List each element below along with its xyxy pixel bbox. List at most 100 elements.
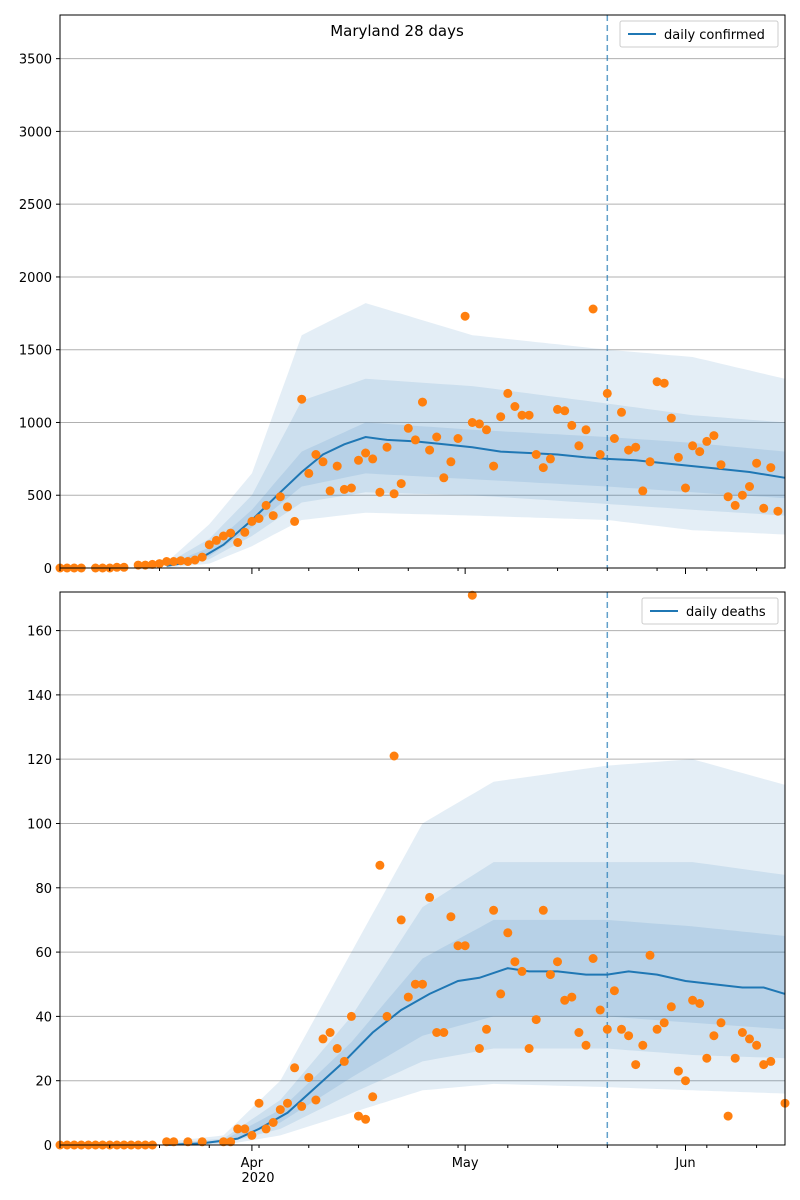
observed-point xyxy=(482,1024,491,1034)
observed-point xyxy=(723,1111,733,1121)
observed-point xyxy=(354,1111,363,1121)
observed-point xyxy=(425,445,435,455)
observed-point xyxy=(311,450,321,459)
confidence-band xyxy=(166,862,786,1145)
observed-point xyxy=(190,555,200,565)
observed-point xyxy=(233,538,243,547)
confirmed-panel: Maryland 28 days 0 500 1000 1500 2000 2500 300… xyxy=(19,14,786,577)
x-tick-label: Apr xyxy=(241,1156,264,1171)
observed-point xyxy=(403,992,413,1002)
observed-point xyxy=(467,590,477,600)
observed-point xyxy=(688,995,698,1005)
observed-point xyxy=(368,454,378,464)
y-tick-label: 100 xyxy=(27,817,52,832)
observed-point xyxy=(197,1137,207,1147)
observed-point xyxy=(240,527,250,537)
observed-point xyxy=(496,989,506,999)
observed-point xyxy=(702,436,712,446)
observed-point xyxy=(226,528,236,538)
legend-box xyxy=(641,597,779,625)
observed-point xyxy=(517,410,527,420)
observed-point xyxy=(169,1137,179,1147)
y-tick-label: 500 xyxy=(27,489,52,504)
observed-point xyxy=(176,556,186,566)
observed-point xyxy=(339,484,349,494)
observed-point xyxy=(595,450,605,459)
observed-point xyxy=(446,457,456,467)
observed-point xyxy=(681,1076,690,1086)
observed-point xyxy=(538,905,548,915)
observed-point xyxy=(503,928,513,938)
observed-point xyxy=(567,992,577,1002)
y-tick-label: 0 xyxy=(44,1139,52,1154)
y-tick-label: 1000 xyxy=(19,416,52,431)
observed-point xyxy=(752,458,762,468)
observed-point xyxy=(297,1101,307,1111)
observed-point xyxy=(410,979,420,989)
observed-point xyxy=(318,1034,328,1044)
plot-frame xyxy=(59,591,786,1146)
observed-point xyxy=(624,445,634,455)
observed-point xyxy=(645,457,655,467)
observed-point xyxy=(688,441,698,451)
observed-point xyxy=(268,1118,278,1127)
observed-point xyxy=(545,970,555,980)
observed-point xyxy=(354,455,363,465)
observed-point xyxy=(553,404,562,414)
observed-point xyxy=(325,1028,335,1037)
observed-point xyxy=(211,535,221,545)
y-tick-label: 2500 xyxy=(19,198,52,213)
observed-point xyxy=(709,431,719,441)
observed-point xyxy=(609,986,619,996)
observed-point xyxy=(652,377,662,387)
observed-point xyxy=(538,463,548,473)
observed-point xyxy=(524,1044,534,1053)
chart-title: Maryland 28 days xyxy=(330,22,464,40)
observed-point xyxy=(332,1044,342,1053)
observed-point xyxy=(396,915,406,925)
y-tick-label: 20 xyxy=(35,1075,52,1090)
observed-point xyxy=(745,1034,754,1044)
observed-point xyxy=(418,397,427,407)
observed-point xyxy=(197,552,207,562)
observed-point xyxy=(702,1053,712,1063)
legend-box xyxy=(619,20,779,48)
y-tick-label: 0 xyxy=(44,562,52,577)
observed-point xyxy=(389,489,399,499)
observed-point xyxy=(759,1060,769,1070)
observed-point xyxy=(375,487,385,497)
deaths-panel: 0 20 40 60 80 100 120 140 160 daily deaths xyxy=(27,590,790,1154)
observed-point xyxy=(261,1124,271,1134)
observed-point xyxy=(567,420,577,430)
observed-point xyxy=(773,506,783,516)
observed-point xyxy=(439,473,449,483)
observed-point xyxy=(382,1011,392,1021)
observed-point xyxy=(524,410,534,420)
observed-point xyxy=(183,557,193,566)
observed-point xyxy=(581,1040,591,1050)
observed-point xyxy=(588,954,598,963)
observed-point xyxy=(489,905,499,915)
observed-point xyxy=(545,454,555,464)
legend-label: daily deaths xyxy=(686,605,766,620)
observed-point xyxy=(609,434,619,443)
observed-point xyxy=(283,1098,292,1108)
observed-point xyxy=(631,442,641,452)
observed-point xyxy=(474,419,484,429)
y-tick-label: 3000 xyxy=(19,125,52,140)
observed-point xyxy=(695,999,705,1008)
observed-point xyxy=(638,1040,648,1050)
observed-point xyxy=(268,511,278,521)
observed-point xyxy=(432,432,442,442)
observed-point xyxy=(339,1056,349,1066)
observed-point xyxy=(652,1024,662,1034)
observed-point xyxy=(446,912,456,922)
observed-point xyxy=(226,1137,236,1147)
observed-point xyxy=(453,434,463,443)
observed-point xyxy=(275,492,285,502)
observed-point xyxy=(517,966,527,976)
confidence-band xyxy=(166,919,786,1145)
observed-point xyxy=(730,1053,740,1063)
observed-point xyxy=(297,394,307,404)
